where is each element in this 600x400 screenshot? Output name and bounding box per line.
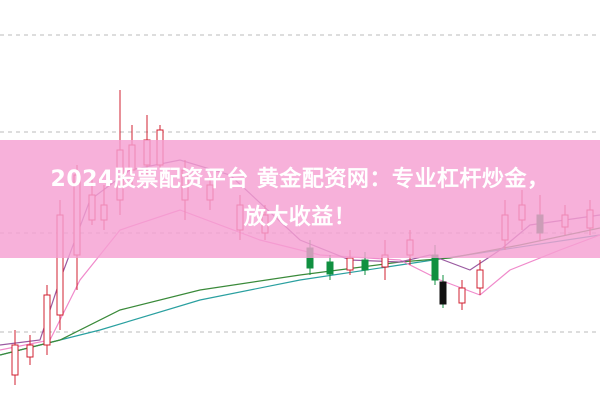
banner-line: 放大收益！ xyxy=(243,205,357,230)
candle xyxy=(458,287,466,304)
candle xyxy=(326,261,334,275)
banner-line: 2024股票配资平台 黄金配资网：专业杠杆炒金， xyxy=(50,167,550,192)
banner: 2024股票配资平台 黄金配资网：专业杠杆炒金， 放大收益！ xyxy=(0,140,600,258)
candle xyxy=(346,257,354,271)
candle xyxy=(361,259,369,271)
candle xyxy=(439,281,447,305)
candle xyxy=(431,254,439,281)
candle xyxy=(476,269,484,289)
candle xyxy=(26,344,34,358)
candle xyxy=(43,294,51,346)
candle xyxy=(11,344,19,376)
